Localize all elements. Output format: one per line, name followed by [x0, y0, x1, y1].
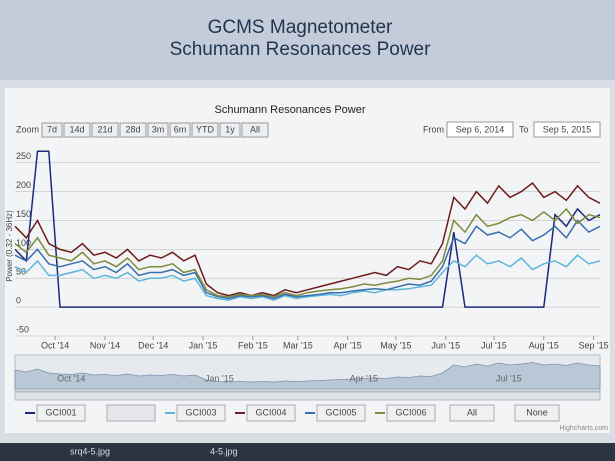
y-tick-label: 50	[16, 267, 26, 277]
x-tick-label: May '15	[380, 340, 411, 350]
series-line	[14, 219, 601, 300]
legend-control-label[interactable]: All	[467, 407, 477, 417]
x-tick-label: Nov '14	[90, 340, 120, 350]
page-title: GCMS Magnetometer	[208, 17, 393, 38]
navigator-area	[14, 362, 601, 390]
zoom-button[interactable]	[41, 122, 63, 138]
taskbar-item[interactable]: srq4-5.jpg	[70, 446, 110, 456]
y-axis-label: Power (0.32 - 36Hz)	[5, 210, 14, 282]
header-band	[0, 0, 615, 80]
x-tick-label: Sep '15	[578, 340, 608, 350]
zoom-button[interactable]	[241, 122, 269, 138]
x-tick-label: Jan '15	[189, 340, 218, 350]
legend-control[interactable]	[449, 404, 495, 422]
series-line	[14, 254, 601, 301]
series-line	[14, 150, 601, 308]
zoom-label: Zoom	[16, 124, 39, 134]
series-line	[14, 181, 601, 297]
legend-button[interactable]	[246, 404, 296, 422]
credits: Highcharts.com	[559, 425, 608, 432]
zoom-button-label[interactable]: 14d	[69, 124, 84, 134]
legend-label[interactable]: GCI004	[255, 407, 286, 417]
zoom-button-label[interactable]: 7d	[47, 124, 57, 134]
zoom-button-label[interactable]: 1y	[225, 124, 235, 134]
navigator-tick-label: Oct '14	[57, 373, 85, 383]
taskbar	[0, 443, 615, 461]
zoom-button-label[interactable]: 3m	[152, 124, 165, 134]
legend-button[interactable]	[386, 404, 436, 422]
x-tick-label: Dec '14	[138, 340, 168, 350]
zoom-button-label[interactable]: 21d	[97, 124, 112, 134]
legend-label[interactable]: GCI003	[185, 407, 216, 417]
zoom-button[interactable]	[191, 122, 219, 138]
legend-label[interactable]: GCI005	[325, 407, 356, 417]
x-tick-label: Aug '15	[529, 340, 559, 350]
legend-label[interactable]: GCI001	[45, 407, 76, 417]
zoom-button[interactable]	[147, 122, 169, 138]
zoom-button[interactable]	[169, 122, 191, 138]
page-subtitle: Schumann Resonances Power	[170, 39, 432, 60]
zoom-button[interactable]	[63, 122, 91, 138]
legend-label[interactable]: GCI006	[395, 407, 426, 417]
scrollbar[interactable]	[14, 391, 601, 401]
legend-button[interactable]	[316, 404, 366, 422]
x-tick-label: Jun '15	[431, 340, 460, 350]
zoom-button-label[interactable]: 6m	[174, 124, 187, 134]
y-tick-label: 100	[16, 238, 31, 248]
legend-button[interactable]	[176, 404, 226, 422]
to-label: To	[519, 124, 529, 134]
legend-button-blank[interactable]	[106, 404, 156, 422]
x-tick-label: Oct '14	[41, 340, 69, 350]
y-tick-label: 150	[16, 209, 31, 219]
x-tick-label: Apr '15	[334, 340, 362, 350]
from-value[interactable]: Sep 6, 2014	[456, 124, 505, 134]
y-tick-label: 200	[16, 180, 31, 190]
zoom-button-label[interactable]: All	[250, 124, 260, 134]
x-tick-label: Jul '15	[481, 340, 507, 350]
chart-title: Schumann Resonances Power	[214, 104, 365, 116]
legend-control[interactable]	[514, 404, 560, 422]
legend-control-label[interactable]: None	[526, 407, 548, 417]
zoom-button[interactable]	[219, 122, 241, 138]
legend-button[interactable]	[36, 404, 86, 422]
to-input[interactable]	[533, 121, 601, 138]
to-value[interactable]: Sep 5, 2015	[543, 124, 592, 134]
zoom-button-label[interactable]: 28d	[125, 124, 140, 134]
from-label: From	[423, 124, 444, 134]
zoom-button-label[interactable]: YTD	[196, 124, 215, 134]
navigator-tick-label: Jul '15	[496, 373, 522, 383]
series-line	[14, 207, 601, 298]
y-tick-label: 0	[16, 296, 21, 306]
zoom-button[interactable]	[119, 122, 147, 138]
zoom-button[interactable]	[91, 122, 119, 138]
x-tick-label: Mar '15	[283, 340, 313, 350]
navigator-tick-label: Jan '15	[205, 373, 234, 383]
from-input[interactable]	[446, 121, 514, 138]
navigator-tick-label: Apr '15	[350, 373, 378, 383]
taskbar-item[interactable]: 4-5.jpg	[210, 446, 238, 456]
y-tick-label: -50	[16, 324, 29, 334]
x-tick-label: Feb '15	[238, 340, 268, 350]
y-tick-label: 250	[16, 151, 31, 161]
